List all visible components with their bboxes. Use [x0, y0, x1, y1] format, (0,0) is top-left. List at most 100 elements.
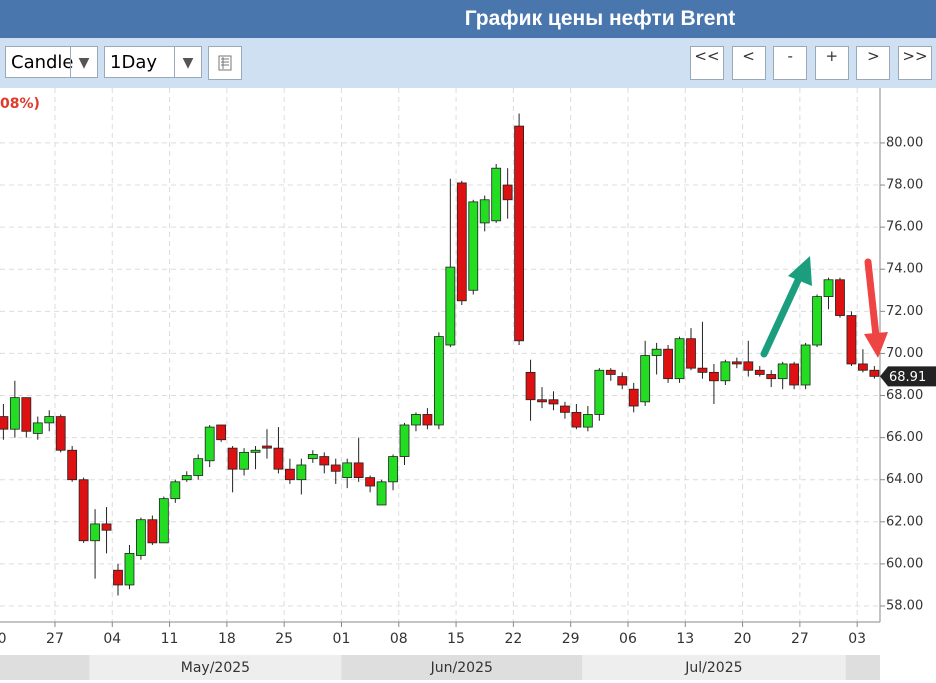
candle-body — [376, 481, 387, 506]
y-tick-label: 60.00 — [886, 556, 923, 571]
chart-type-select[interactable]: Candle ▼ — [5, 46, 98, 78]
candle-body — [365, 477, 376, 487]
candle-body — [800, 344, 811, 386]
candle-body — [21, 397, 32, 432]
candles — [0, 113, 880, 596]
candle-body — [674, 338, 685, 380]
candle-body — [663, 348, 673, 380]
month-label: May/2025 — [181, 660, 250, 676]
candle-body — [250, 449, 261, 453]
candle-body — [651, 348, 662, 356]
candle-body — [136, 519, 146, 556]
candle-body — [353, 462, 364, 479]
candle-body — [525, 371, 536, 401]
chart-title: График цены нефти Brent — [464, 7, 736, 30]
x-tick-label: 06 — [619, 631, 637, 647]
x-tick-label: 01 — [333, 631, 351, 647]
candle-body — [823, 279, 834, 297]
nav-button[interactable]: < — [731, 46, 766, 80]
candle-body — [582, 414, 593, 428]
table-icon — [218, 55, 232, 71]
month-label: Jun/2025 — [430, 660, 493, 676]
y-tick-label: 62.00 — [886, 514, 923, 529]
up-arrow — [760, 256, 812, 358]
dropdown-arrow: ▼ — [70, 47, 97, 77]
candle-body — [342, 462, 353, 479]
y-tick-label: 70.00 — [886, 346, 923, 361]
x-tick-label: 27 — [46, 631, 64, 647]
x-tick-label: 22 — [504, 631, 522, 647]
candle-body — [181, 475, 192, 481]
candle-body — [812, 296, 822, 346]
candle-body — [319, 456, 330, 466]
down-arrow — [864, 258, 888, 358]
nav-button[interactable]: << — [690, 46, 724, 80]
candle-body — [491, 167, 502, 222]
candle-body — [858, 363, 868, 371]
candle-body — [55, 416, 66, 451]
candle-body — [0, 416, 9, 430]
x-tick-label: 18 — [218, 631, 236, 647]
candle-body — [9, 397, 20, 430]
y-tick-label: 66.00 — [886, 430, 923, 445]
price-tag — [880, 366, 936, 387]
candle-body — [686, 338, 696, 369]
candle-body — [193, 458, 204, 476]
month-band — [89, 655, 342, 680]
x-tick-label: 15 — [447, 631, 465, 647]
candle-body — [78, 479, 89, 542]
candle-body — [239, 451, 249, 470]
candle-body — [216, 424, 227, 441]
candle-body — [399, 424, 410, 457]
table-button[interactable] — [208, 46, 242, 80]
x-tick-label: 11 — [161, 631, 179, 647]
candle-body — [640, 355, 651, 403]
x-tick-label: 08 — [390, 631, 408, 647]
nav-button[interactable]: >> — [898, 46, 932, 80]
candle-body — [411, 414, 421, 426]
candle-body — [227, 447, 238, 470]
candle-body — [548, 399, 559, 405]
candle-body — [456, 182, 467, 302]
month-label: Jul/2025 — [684, 660, 742, 676]
x-tick-label: 13 — [676, 631, 694, 647]
candle-body — [777, 363, 788, 380]
nav-button[interactable]: - — [773, 46, 808, 80]
candle-body — [273, 447, 284, 470]
price-tag-label: 68.91 — [889, 370, 926, 385]
candle-body — [67, 449, 78, 481]
select-text: 1Day — [110, 52, 157, 73]
candle-body — [170, 481, 181, 500]
candle-body — [617, 376, 628, 386]
y-tick-label: 72.00 — [886, 304, 923, 319]
y-tick-label: 76.00 — [886, 220, 923, 235]
candle-body — [113, 569, 123, 586]
candle-body — [90, 523, 100, 542]
candle-body — [147, 519, 158, 544]
candle-body — [284, 468, 295, 481]
candle-body — [846, 315, 857, 365]
annotation: 08%) — [0, 96, 40, 112]
x-tick-label: 20 — [734, 631, 752, 647]
toolbar: Candle ▼ 1Day ▼ << < - + > >> — [0, 38, 936, 88]
candle-body — [124, 552, 135, 586]
candle-body — [789, 363, 800, 386]
x-tick-label: 03 — [848, 631, 866, 647]
nav-button[interactable]: > — [856, 46, 891, 80]
candle-body — [869, 369, 880, 377]
y-tick-label: 80.00 — [886, 135, 923, 150]
nav-button[interactable]: + — [814, 46, 849, 80]
candle-body — [605, 369, 616, 375]
title-bar: График цены нефти Brent — [0, 0, 936, 38]
month-band — [582, 655, 846, 680]
candle-body — [262, 445, 272, 449]
candle-body — [433, 336, 444, 426]
candle-body — [468, 201, 479, 291]
candle-body — [766, 374, 777, 380]
axes: 58.00 60.00 62.00 64.00 66.00 68.00 70.00 72.00… — [0, 135, 936, 680]
interval-select[interactable]: 1Day ▼ — [104, 46, 202, 78]
grid — [0, 88, 880, 622]
y-tick-label: 78.00 — [886, 178, 923, 193]
